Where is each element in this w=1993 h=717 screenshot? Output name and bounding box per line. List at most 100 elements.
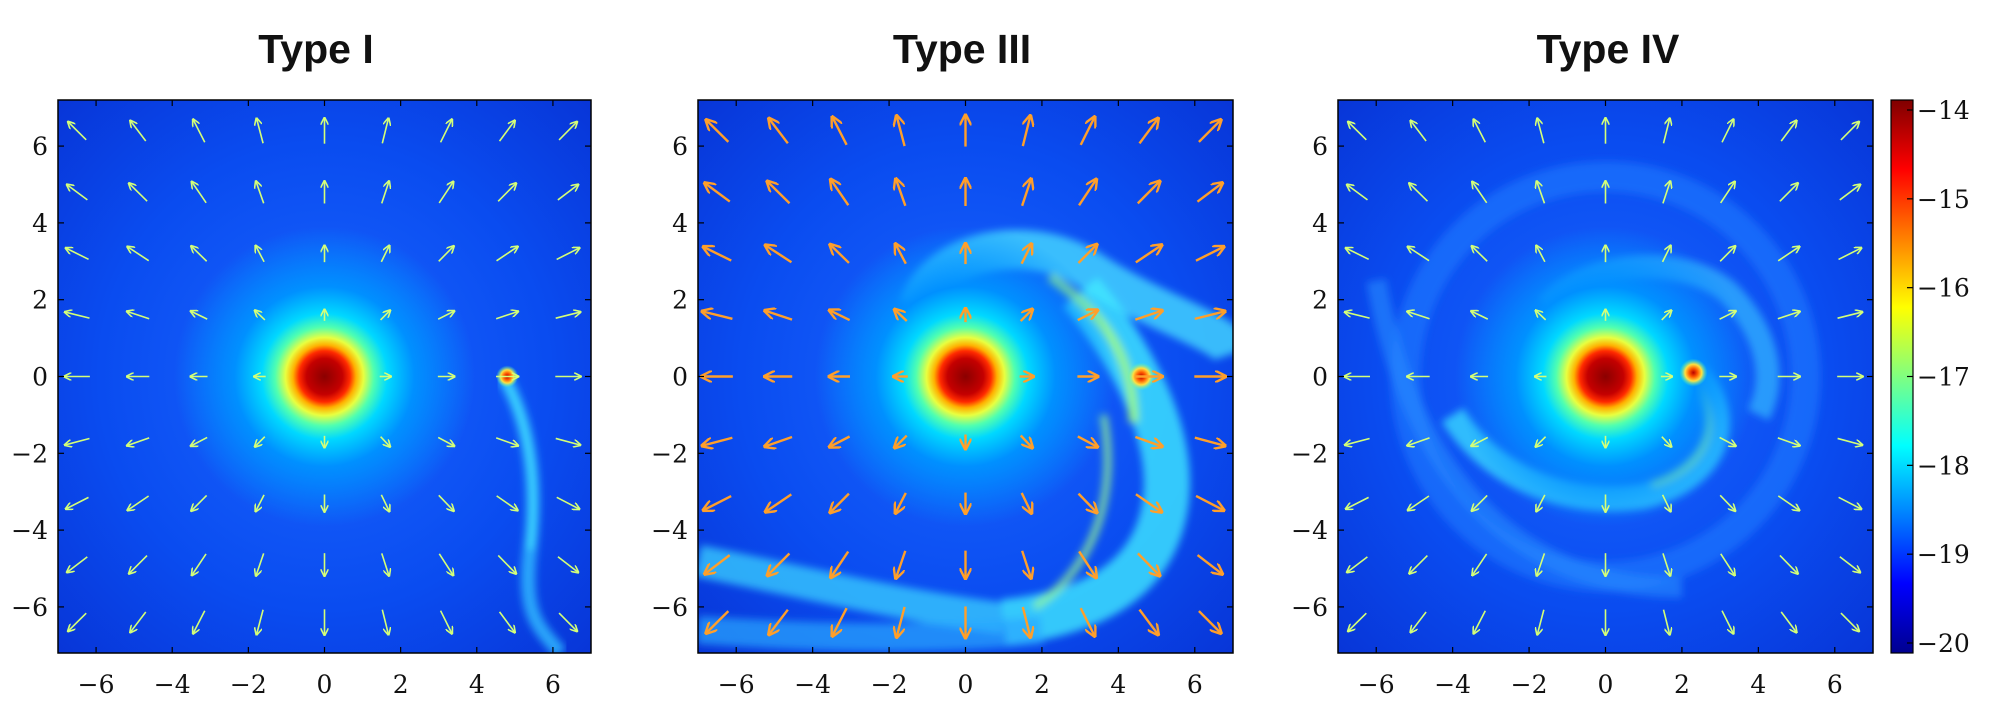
velocity-arrow (1077, 435, 1098, 447)
panel-2: −6 −4 −2 0 2 4 6 6 4 2 0 −2 −4 −6 (651, 99, 1234, 699)
gas-structure (497, 372, 566, 653)
velocity-arrow (193, 119, 206, 143)
velocity-arrow (1662, 118, 1670, 144)
velocity-arrow (1719, 494, 1735, 511)
velocity-arrow (831, 550, 850, 578)
x-tick-label: −4 (154, 670, 191, 699)
x-tick-label: −6 (718, 670, 755, 699)
velocity-arrow (1837, 312, 1863, 319)
velocity-arrow (1536, 494, 1546, 512)
velocity-arrow (437, 436, 454, 446)
velocity-arrow (1662, 181, 1670, 204)
x-tick-label: 0 (1598, 670, 1614, 699)
velocity-arrow (764, 435, 793, 447)
velocity-arrow (1019, 309, 1033, 322)
velocity-arrow (830, 244, 850, 264)
velocity-arrow (381, 118, 388, 144)
colorbar-tick-label: −19 (1917, 540, 1970, 569)
x-tick-label: −2 (230, 670, 267, 699)
velocity-arrow (65, 312, 90, 319)
velocity-arrow (1471, 311, 1489, 320)
y-tick-label: −2 (651, 439, 688, 468)
velocity-arrow (1719, 181, 1735, 204)
velocity-arrow (1134, 311, 1162, 321)
velocity-arrow (1345, 437, 1370, 446)
x-tick-label: 2 (1034, 670, 1050, 699)
x-tick-label: −2 (1511, 670, 1548, 699)
y-tick-label: 2 (32, 286, 48, 315)
velocity-arrow (1347, 184, 1368, 201)
velocity-arrow (1536, 245, 1546, 263)
velocity-arrow (129, 183, 148, 202)
colorbar-tick-label: −18 (1917, 451, 1970, 480)
velocity-arrow (68, 612, 87, 631)
velocity-arrow (380, 181, 389, 204)
velocity-arrow (1020, 244, 1032, 265)
velocity-arrow (127, 437, 150, 446)
velocity-arrow (255, 494, 265, 512)
velocity-arrow (1779, 554, 1798, 574)
velocity-arrow (1020, 492, 1032, 514)
velocity-arrow (703, 494, 732, 510)
y-tick-label: 6 (1312, 132, 1328, 161)
y-tick-label: −4 (651, 516, 688, 545)
velocity-arrow (1662, 609, 1670, 635)
x-tick-label: −4 (1434, 670, 1471, 699)
velocity-arrow (1409, 183, 1429, 202)
velocity-arrow (557, 556, 578, 573)
velocity-arrow (380, 494, 389, 512)
y-tick-label: −6 (1291, 593, 1328, 622)
velocity-arrow (1348, 612, 1367, 631)
velocity-arrow (1194, 311, 1226, 321)
velocity-arrow (1838, 496, 1862, 509)
panel-title-type-iii: Type III (892, 26, 1032, 72)
velocity-arrow (829, 435, 851, 448)
velocity-arrow (1472, 181, 1488, 204)
velocity-arrow (497, 554, 516, 574)
velocity-arrow (497, 183, 516, 202)
velocity-arrow (1198, 120, 1221, 143)
central-star (1455, 226, 1756, 527)
velocity-arrow (191, 436, 208, 446)
velocity-arrow (256, 553, 265, 576)
panel-1: −6 −4 −2 0 2 4 6 6 4 2 0 −2 −4 −6 (11, 99, 592, 699)
y-tick-label: −2 (11, 439, 48, 468)
velocity-arrow (1410, 120, 1427, 142)
velocity-arrow (1839, 556, 1860, 573)
velocity-arrow (1840, 612, 1859, 631)
velocity-arrow (895, 244, 907, 265)
velocity-arrow (1079, 117, 1095, 146)
velocity-arrow (438, 553, 453, 576)
velocity-arrow (830, 179, 850, 206)
velocity-arrow (1720, 553, 1735, 576)
velocity-arrow (767, 181, 791, 205)
velocity-arrow (66, 248, 89, 261)
velocity-arrow (193, 610, 206, 634)
velocity-arrow (498, 120, 515, 142)
x-tick-label: 2 (1674, 670, 1690, 699)
velocity-arrow (896, 115, 906, 147)
velocity-arrow (769, 118, 789, 145)
velocity-arrow (556, 496, 580, 509)
velocity-arrow (255, 436, 266, 447)
velocity-arrow (706, 120, 730, 143)
velocity-arrow (1473, 119, 1487, 143)
velocity-arrow (1348, 122, 1367, 141)
y-tick-label: −4 (11, 516, 48, 545)
velocity-arrow (765, 245, 793, 264)
velocity-arrow (192, 553, 207, 576)
velocity-arrow (1195, 247, 1224, 262)
y-tick-label: −4 (1291, 516, 1328, 545)
y-tick-label: 0 (32, 363, 48, 392)
velocity-arrow (832, 117, 848, 146)
velocity-arrow (379, 310, 391, 321)
y-tick-label: −6 (651, 593, 688, 622)
velocity-arrow (1839, 184, 1861, 201)
velocity-arrow (498, 611, 515, 633)
velocity-arrow (704, 183, 731, 203)
velocity-arrow (191, 311, 208, 320)
velocity-arrow (1079, 607, 1095, 636)
velocity-arrow (380, 436, 391, 447)
velocity-arrow (1020, 179, 1031, 207)
x-tick-label: 4 (469, 670, 485, 699)
